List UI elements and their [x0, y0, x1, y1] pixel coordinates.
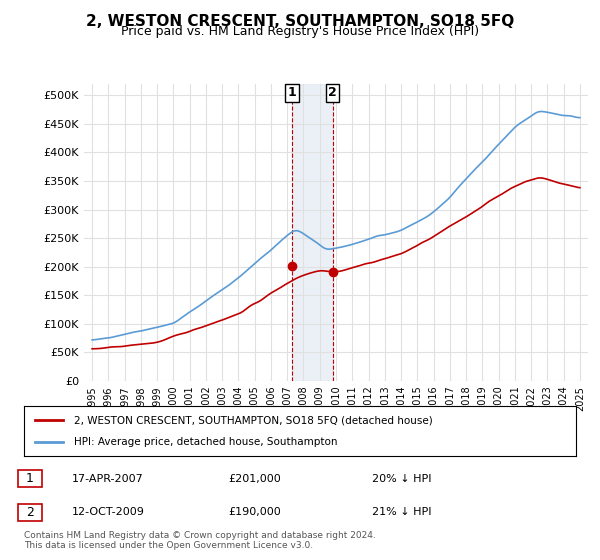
Bar: [292, 84, 332, 381]
Text: 17-APR-2007: 17-APR-2007: [72, 474, 144, 484]
Text: 21% ↓ HPI: 21% ↓ HPI: [372, 507, 431, 517]
Text: 2: 2: [328, 86, 337, 99]
Text: 2: 2: [26, 506, 34, 519]
Text: 1: 1: [26, 472, 34, 486]
Text: £190,000: £190,000: [228, 507, 281, 517]
Text: £201,000: £201,000: [228, 474, 281, 484]
Text: 12-OCT-2009: 12-OCT-2009: [72, 507, 145, 517]
Text: 1: 1: [287, 86, 296, 99]
Text: 2, WESTON CRESCENT, SOUTHAMPTON, SO18 5FQ (detached house): 2, WESTON CRESCENT, SOUTHAMPTON, SO18 5F…: [74, 415, 433, 425]
Text: 2, WESTON CRESCENT, SOUTHAMPTON, SO18 5FQ: 2, WESTON CRESCENT, SOUTHAMPTON, SO18 5F…: [86, 14, 514, 29]
Text: HPI: Average price, detached house, Southampton: HPI: Average price, detached house, Sout…: [74, 437, 337, 447]
Text: Contains HM Land Registry data © Crown copyright and database right 2024.
This d: Contains HM Land Registry data © Crown c…: [24, 530, 376, 550]
Text: Price paid vs. HM Land Registry's House Price Index (HPI): Price paid vs. HM Land Registry's House …: [121, 25, 479, 38]
Text: 20% ↓ HPI: 20% ↓ HPI: [372, 474, 431, 484]
